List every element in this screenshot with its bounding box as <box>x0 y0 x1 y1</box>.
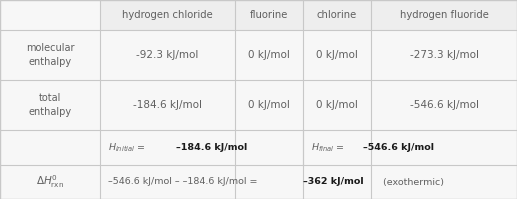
Bar <box>371 165 372 199</box>
Text: 0 kJ/mol: 0 kJ/mol <box>316 50 358 60</box>
Text: -546.6 kJ/mol: -546.6 kJ/mol <box>409 100 479 110</box>
Text: –546.6 kJ/mol: –546.6 kJ/mol <box>363 143 434 152</box>
Bar <box>235 165 236 199</box>
Text: hydrogen chloride: hydrogen chloride <box>122 10 213 20</box>
Bar <box>235 130 236 165</box>
Text: fluorine: fluorine <box>250 10 288 20</box>
Text: $H_\mathregular{initial}$ =: $H_\mathregular{initial}$ = <box>108 141 147 154</box>
Text: molecular
enthalpy: molecular enthalpy <box>26 43 74 67</box>
Bar <box>100 0 517 30</box>
Text: -92.3 kJ/mol: -92.3 kJ/mol <box>136 50 199 60</box>
Text: 0 kJ/mol: 0 kJ/mol <box>316 100 358 110</box>
Bar <box>302 165 303 199</box>
Text: (exothermic): (exothermic) <box>380 178 444 186</box>
Text: $\Delta H^0_\mathrm{rxn}$: $\Delta H^0_\mathrm{rxn}$ <box>36 174 64 190</box>
Text: –362 kJ/mol: –362 kJ/mol <box>303 178 363 186</box>
Text: –184.6 kJ/mol: –184.6 kJ/mol <box>176 143 247 152</box>
Text: chlorine: chlorine <box>317 10 357 20</box>
Text: hydrogen fluoride: hydrogen fluoride <box>400 10 489 20</box>
Text: -273.3 kJ/mol: -273.3 kJ/mol <box>409 50 479 60</box>
Text: total
enthalpy: total enthalpy <box>28 93 71 117</box>
Text: 0 kJ/mol: 0 kJ/mol <box>248 100 290 110</box>
Text: –546.6 kJ/mol – –184.6 kJ/mol =: –546.6 kJ/mol – –184.6 kJ/mol = <box>108 178 261 186</box>
Text: 0 kJ/mol: 0 kJ/mol <box>248 50 290 60</box>
Text: $H_\mathregular{final}$ =: $H_\mathregular{final}$ = <box>311 141 346 154</box>
Text: -184.6 kJ/mol: -184.6 kJ/mol <box>133 100 202 110</box>
Bar <box>371 130 372 165</box>
